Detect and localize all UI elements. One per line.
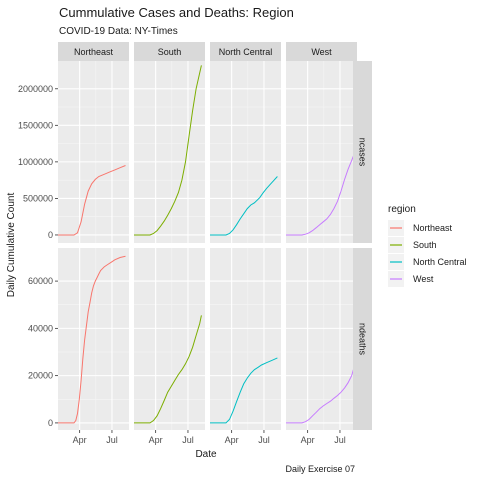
legend: region Northeast South North Central West bbox=[388, 204, 467, 287]
x-tick-label: Apr bbox=[301, 435, 315, 445]
panel-west-ncases bbox=[286, 61, 357, 243]
chart-caption: Daily Exercise 07 bbox=[285, 464, 355, 474]
strip-label-north-central: North Central bbox=[219, 47, 273, 57]
strip-label-ndeaths: ndeaths bbox=[358, 323, 368, 356]
chart-title: Cummulative Cases and Deaths: Region bbox=[59, 5, 294, 20]
legend-label-south: South bbox=[413, 240, 437, 250]
panel-northeast-ndeaths bbox=[58, 248, 129, 430]
series-line-south-ndeaths bbox=[134, 315, 202, 424]
y-tick-label: 2000000 bbox=[18, 84, 53, 94]
strip-south bbox=[134, 42, 205, 61]
strip-north-central bbox=[210, 42, 281, 61]
strip-ndeaths bbox=[353, 248, 372, 430]
y-tick-label: 500000 bbox=[23, 193, 53, 203]
x-tick-label: Jul bbox=[334, 435, 346, 445]
series-line-west-ncases bbox=[286, 155, 354, 236]
legend-label-west: West bbox=[413, 274, 434, 284]
strip-northeast bbox=[58, 42, 129, 61]
series-line-north-central-ndeaths bbox=[210, 357, 278, 424]
y-tick-label: 60000 bbox=[28, 276, 53, 286]
strip-west bbox=[286, 42, 357, 61]
series-line-west-ndeaths bbox=[286, 369, 354, 424]
y-tick-label: 0 bbox=[48, 230, 53, 240]
strip-label-west: West bbox=[311, 47, 332, 57]
facet-panels bbox=[58, 61, 357, 430]
legend-label-north-central: North Central bbox=[413, 257, 467, 267]
panel-north-central-ncases bbox=[210, 61, 281, 243]
series-line-south-ncases bbox=[134, 65, 202, 236]
strip-label-ncases: ncases bbox=[358, 138, 368, 167]
x-axes: Apr Jul Apr Jul Apr Jul Apr Jul bbox=[73, 430, 346, 445]
x-tick-label: Apr bbox=[225, 435, 239, 445]
panel-south-ndeaths bbox=[134, 248, 205, 430]
panel-west-ndeaths bbox=[286, 248, 357, 430]
panel-north-central-ndeaths bbox=[210, 248, 281, 430]
y-tick-label: 0 bbox=[48, 418, 53, 428]
x-tick-label: Jul bbox=[182, 435, 194, 445]
panel-northeast-ncases bbox=[58, 61, 129, 243]
x-axis-label: Date bbox=[195, 449, 217, 460]
series-line-north-central-ncases bbox=[210, 176, 278, 236]
chart-subtitle: COVID-19 Data: NY-Times bbox=[59, 26, 178, 37]
strip-label-northeast: Northeast bbox=[74, 47, 114, 57]
y-axis-label: Daily Cumulative Count bbox=[6, 193, 17, 298]
x-tick-label: Jul bbox=[106, 435, 118, 445]
facet-strips: Northeast South North Central West ncases nde… bbox=[58, 42, 372, 430]
y-axes: 0 500000 1000000 1500000 2000000 0 20000 40000 6… bbox=[18, 84, 58, 428]
strip-ncases bbox=[353, 61, 372, 243]
x-tick-label: Apr bbox=[73, 435, 87, 445]
y-tick-label: 20000 bbox=[28, 371, 53, 381]
x-tick-label: Apr bbox=[149, 435, 163, 445]
strip-label-south: South bbox=[158, 47, 182, 57]
legend-label-northeast: Northeast bbox=[413, 223, 453, 233]
series-line-northeast-ncases bbox=[58, 165, 126, 236]
y-tick-label: 40000 bbox=[28, 323, 53, 333]
series-line-northeast-ndeaths bbox=[58, 255, 126, 424]
legend-title: region bbox=[388, 204, 416, 215]
y-tick-label: 1000000 bbox=[18, 157, 53, 167]
y-tick-label: 1500000 bbox=[18, 120, 53, 130]
x-tick-label: Jul bbox=[258, 435, 270, 445]
